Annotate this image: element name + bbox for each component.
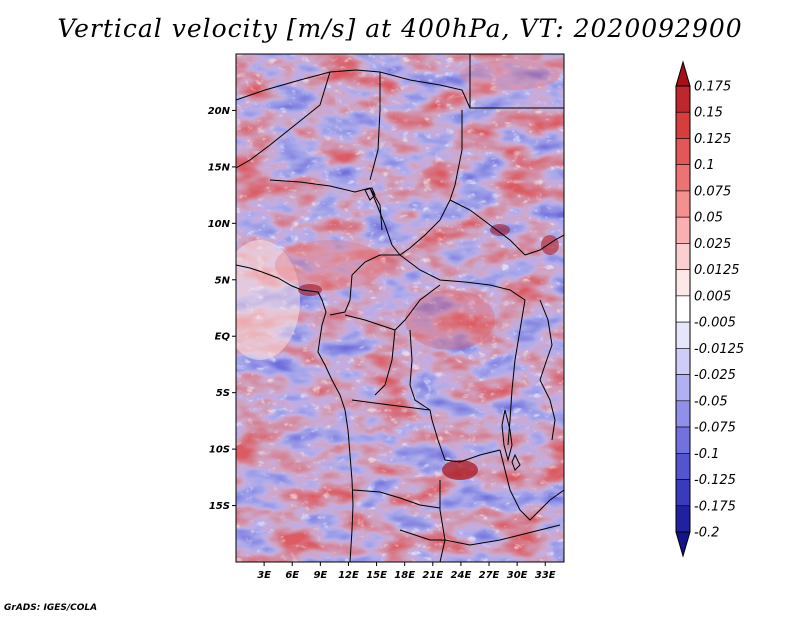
colorbar-label: 0.005 (694, 289, 731, 304)
lat-tick-label: EQ (215, 332, 231, 343)
colorbar-label: 0.0125 (694, 263, 740, 278)
colorbar-swatch (675, 111, 691, 139)
country-borders (236, 54, 564, 562)
map-frame (235, 53, 565, 563)
colorbar: 0.175 0.15 0.125 0.1 0.075 0.05 0.025 0.0125 0.0… (675, 60, 744, 558)
colorbar-swatch (675, 216, 691, 244)
colorbar-swatch (675, 400, 691, 428)
colorbar-swatch (675, 374, 691, 402)
colorbar-label: 0.025 (694, 237, 731, 252)
colorbar-label: -0.125 (694, 473, 736, 488)
colorbar-label: 0.175 (694, 80, 731, 95)
colorbar-label: -0.075 (694, 421, 736, 436)
lon-tick-label: 30E (507, 570, 528, 581)
lat-tick-label: 20N (208, 106, 231, 117)
colorbar-swatch (675, 138, 691, 166)
colorbar-swatch (675, 190, 691, 218)
colorbar-swatch (675, 269, 691, 297)
colorbar-label: -0.175 (694, 499, 736, 514)
colorbar-label: -0.1 (694, 447, 719, 462)
colorbar-swatch (675, 295, 691, 323)
lat-tick-label: 15N (208, 162, 231, 173)
lon-tick-label: 24E (451, 570, 472, 581)
colorbar-label: 0.125 (694, 132, 731, 147)
lon-tick-label: 33E (535, 570, 556, 581)
colorbar-swatch (675, 164, 691, 192)
lat-tick-label: 10S (209, 445, 230, 456)
colorbar-label: -0.005 (694, 316, 736, 331)
lat-tick-label: 5N (215, 275, 231, 286)
lat-tick-label: 10N (208, 219, 231, 230)
colorbar-top-arrow (675, 60, 691, 87)
lon-tick-label: 21E (422, 570, 443, 581)
lat-tick-label: 15S (209, 501, 230, 512)
colorbar-label: -0.2 (694, 526, 719, 541)
colorbar-swatch (675, 85, 691, 113)
colorbar-label: 0.1 (694, 158, 715, 173)
colorbar-label: -0.05 (694, 394, 728, 409)
colorbar-swatch (675, 426, 691, 454)
latitude-ticks: 20N 15N 10N 5N EQ 5S 10S 15S (208, 106, 236, 512)
colorbar-bottom-arrow (675, 531, 691, 558)
lon-tick-label: 27E (479, 570, 500, 581)
lon-tick-label: 12E (338, 570, 359, 581)
longitude-ticks: 3E 6E 9E 12E 15E 18E 21E 24E 27E 30E 33E (257, 562, 556, 581)
colorbar-label: 0.05 (694, 211, 723, 226)
map-title: Vertical velocity [m/s] at 400hPa, VT: 2… (57, 14, 743, 43)
lon-tick-label: 15E (366, 570, 387, 581)
lat-tick-label: 5S (216, 388, 230, 399)
vertical-velocity-field (236, 54, 564, 562)
colorbar-label: 0.15 (694, 106, 723, 121)
lon-tick-label: 3E (257, 570, 271, 581)
colorbar-swatch (675, 321, 691, 349)
colorbar-swatch (675, 348, 691, 375)
colorbar-swatch (675, 452, 691, 480)
colorbar-label: 0.075 (694, 184, 731, 199)
colorbar-label: -0.0125 (694, 342, 744, 357)
colorbar-swatch (675, 505, 691, 533)
colorbar-swatch (675, 479, 691, 507)
lon-tick-label: 6E (285, 570, 299, 581)
lon-tick-label: 9E (313, 570, 327, 581)
colorbar-label: -0.025 (694, 368, 736, 383)
lon-tick-label: 18E (394, 570, 415, 581)
credit-label: GrADS: IGES/COLA (4, 603, 98, 613)
colorbar-swatch (675, 243, 691, 270)
